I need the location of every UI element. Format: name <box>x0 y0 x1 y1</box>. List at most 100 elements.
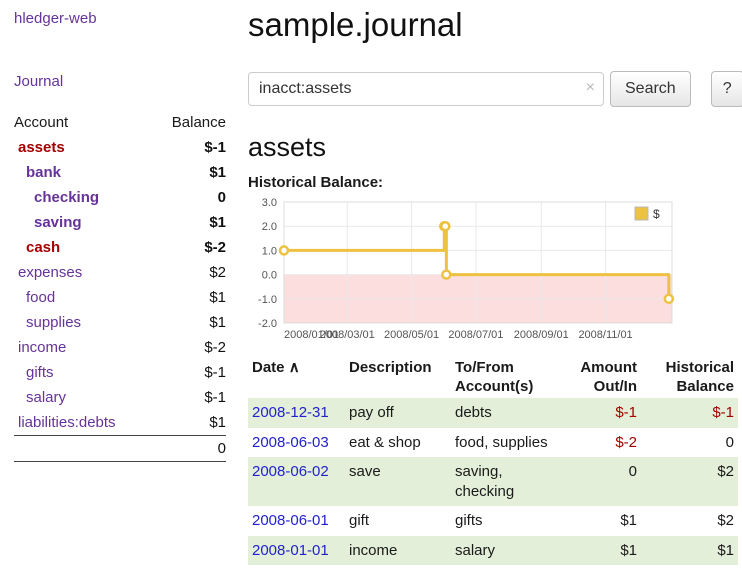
account-link[interactable]: salary <box>26 389 66 406</box>
account-name-cell: salary <box>14 385 152 410</box>
x-tick-label: 2008/07/01 <box>448 329 503 341</box>
register-description-cell: save <box>345 457 451 506</box>
register-amount-cell: $1 <box>563 536 641 566</box>
register-header-accounts: To/From Account(s) <box>451 357 563 399</box>
register-accounts-cell: saving, checking <box>451 457 563 506</box>
account-name-cell: income <box>14 335 152 360</box>
account-balance: $-2 <box>152 335 226 360</box>
accounts-total-row: 0 <box>14 436 226 462</box>
legend-label: $ <box>653 207 660 221</box>
x-tick-label: 2008/09/01 <box>514 329 569 341</box>
x-tick-label: 2008/05/01 <box>384 329 439 341</box>
account-balance: $-1 <box>152 360 226 385</box>
balance-chart: 3.02.01.00.0-1.0-2.02008/01/012008/03/01… <box>248 195 742 345</box>
account-balance: $-1 <box>152 135 226 160</box>
chart-title: Historical Balance: <box>248 174 742 191</box>
accounts-table: Account Balance assets $-1 bank $1 checking 0… <box>14 110 226 462</box>
x-tick-label: 2008/11/01 <box>578 329 632 341</box>
register-row: 2008-06-02 savesaving, checking0$2 <box>248 457 738 506</box>
search-box: × <box>248 72 604 106</box>
page-title: sample.journal <box>248 6 742 44</box>
transaction-date-link[interactable]: 2008-06-03 <box>252 434 329 451</box>
register-date-cell: 2008-06-03 <box>248 428 345 458</box>
main-content: sample.journal × Search ? assets Histori… <box>236 0 742 582</box>
date-header-label: Date <box>252 359 285 376</box>
account-link[interactable]: cash <box>26 239 60 256</box>
register-row: 2008-06-01giftgifts$1$2 <box>248 506 738 536</box>
account-name-cell: supplies <box>14 310 152 335</box>
account-link[interactable]: saving <box>34 214 82 231</box>
register-accounts-cell: gifts <box>451 506 563 536</box>
register-header-date[interactable]: Date ∧ <box>248 357 345 399</box>
account-link[interactable]: gifts <box>26 364 54 381</box>
account-name-cell: gifts <box>14 360 152 385</box>
y-tick-label: -1.0 <box>258 294 277 306</box>
accounts-header-balance: Balance <box>152 110 226 135</box>
register-balance-cell: $2 <box>641 457 738 506</box>
sidebar-item-journal[interactable]: Journal <box>14 73 63 90</box>
accounts-total-spacer <box>14 436 152 462</box>
register-date-cell: 2008-12-31 <box>248 398 345 428</box>
transaction-date-link[interactable]: 2008-06-01 <box>252 512 329 529</box>
account-balance: $2 <box>152 260 226 285</box>
account-balance: $-2 <box>152 235 226 260</box>
register-header-balance: Historical Balance <box>641 357 738 399</box>
accounts-header-row: Account Balance <box>14 110 226 135</box>
x-tick-label: 2008/03/01 <box>320 329 375 341</box>
y-tick-label: 2.0 <box>262 221 277 233</box>
register-row: 2008-12-31pay offdebts$-1$-1 <box>248 398 738 428</box>
account-row: checking 0 <box>14 185 226 210</box>
search-button[interactable]: Search <box>610 71 691 107</box>
account-link[interactable]: assets <box>18 139 65 156</box>
register-amount-cell: 0 <box>563 457 641 506</box>
account-name-cell: expenses <box>14 260 152 285</box>
accounts-total-balance: 0 <box>152 436 226 462</box>
account-name-cell: liabilities:debts <box>14 410 152 436</box>
y-tick-label: 3.0 <box>262 197 277 209</box>
register-description-cell: eat & shop <box>345 428 451 458</box>
register-table: Date ∧ Description To/From Account(s) Am… <box>248 357 738 566</box>
account-row: supplies $1 <box>14 310 226 335</box>
account-heading: assets <box>248 132 742 163</box>
account-row: food $1 <box>14 285 226 310</box>
register-header-row: Date ∧ Description To/From Account(s) Am… <box>248 357 738 399</box>
y-tick-label: 1.0 <box>262 245 277 257</box>
account-link[interactable]: liabilities:debts <box>18 414 116 431</box>
account-balance: $1 <box>152 310 226 335</box>
balance-chart-svg: 3.02.01.00.0-1.0-2.02008/01/012008/03/01… <box>248 195 680 345</box>
y-tick-label: 0.0 <box>262 270 277 282</box>
account-link[interactable]: food <box>26 289 55 306</box>
account-link[interactable]: expenses <box>18 264 82 281</box>
account-balance: $1 <box>152 210 226 235</box>
register-accounts-cell: food, supplies <box>451 428 563 458</box>
account-row: salary $-1 <box>14 385 226 410</box>
account-name-cell: cash <box>14 235 152 260</box>
account-balance: $1 <box>152 285 226 310</box>
transaction-date-link[interactable]: 2008-12-31 <box>252 404 329 421</box>
transaction-date-link[interactable]: 2008-06-02 <box>252 463 329 480</box>
sidebar: hledger-web Journal Account Balance asse… <box>0 0 236 582</box>
account-balance: 0 <box>152 185 226 210</box>
account-name-cell: saving <box>14 210 152 235</box>
account-row: assets $-1 <box>14 135 226 160</box>
account-link[interactable]: checking <box>34 189 99 206</box>
account-link[interactable]: supplies <box>26 314 81 331</box>
account-link[interactable]: income <box>18 339 66 356</box>
register-accounts-cell: salary <box>451 536 563 566</box>
register-date-cell: 2008-01-01 <box>248 536 345 566</box>
account-balance: $1 <box>152 410 226 436</box>
account-name-cell: food <box>14 285 152 310</box>
account-balance: $-1 <box>152 385 226 410</box>
register-amount-cell: $-2 <box>563 428 641 458</box>
register-description-cell: pay off <box>345 398 451 428</box>
account-row: saving $1 <box>14 210 226 235</box>
register-date-cell: 2008-06-01 <box>248 506 345 536</box>
account-link[interactable]: bank <box>26 164 61 181</box>
account-row: liabilities:debts $1 <box>14 410 226 436</box>
search-input[interactable] <box>248 72 604 106</box>
help-button[interactable]: ? <box>711 71 742 107</box>
transaction-date-link[interactable]: 2008-01-01 <box>252 542 329 559</box>
app-title-link[interactable]: hledger-web <box>14 10 226 27</box>
clear-search-icon[interactable]: × <box>586 80 595 96</box>
data-point-marker <box>665 295 673 303</box>
